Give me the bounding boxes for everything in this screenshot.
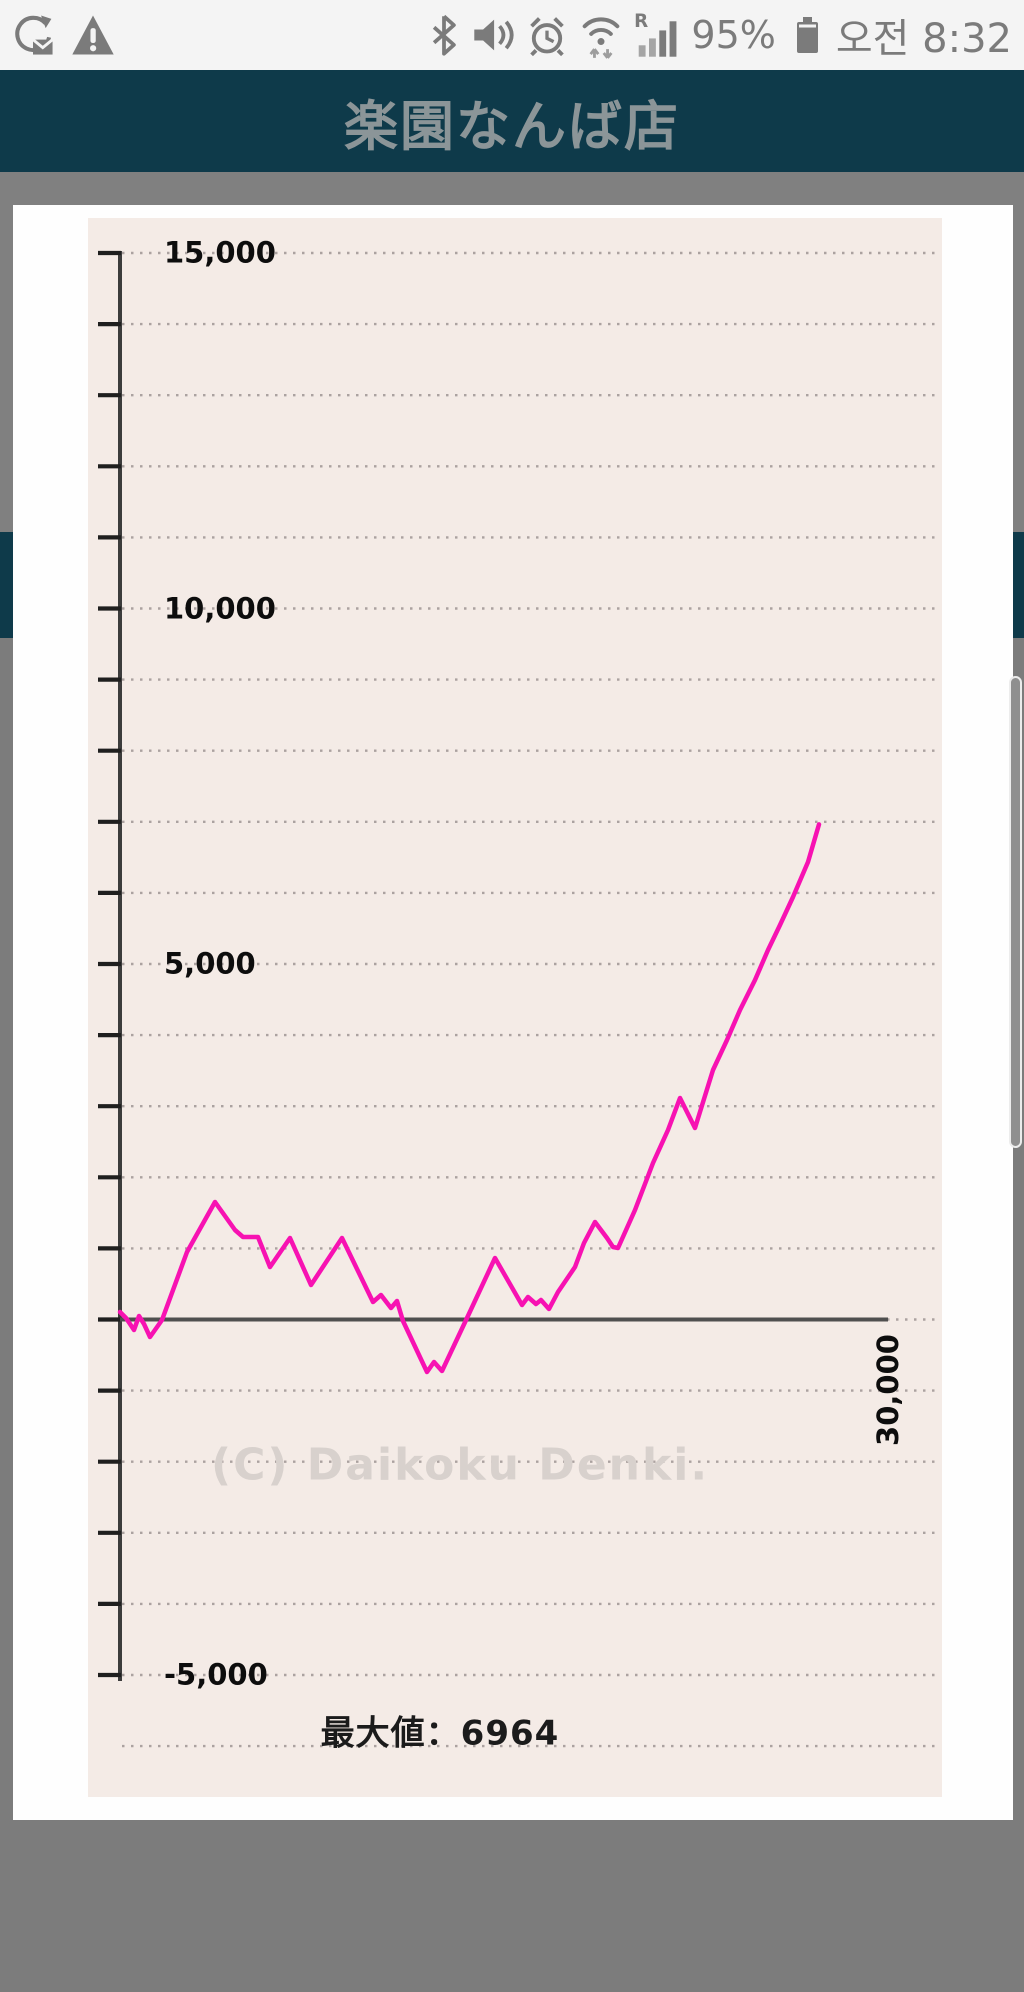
y-axis-label: 10,000 [164,590,276,625]
data-line-payout-balance [117,822,822,1375]
wifi-updown-icon [583,17,620,59]
alarm-icon [530,17,565,57]
mute-vibrate-icon [474,19,514,51]
scrollbar-thumb[interactable] [1009,676,1022,1148]
bluetooth-icon [433,14,457,56]
watermark-text: (C) Daikoku Denki. [210,1439,710,1491]
status-time: 오전 8:32 [835,16,1012,62]
app-header: 楽園なんば店 [0,70,1024,172]
roaming-letter: R [635,12,649,32]
warning-icon [72,15,114,55]
signal-roaming-icon: R [635,12,677,57]
chart-panel: (C) Daikoku Denki. 30,000 最大値：6964 15,00… [88,218,942,1797]
status-bar: R 95% 오전 8:32 [0,0,1024,70]
sync-mail-icon [15,15,54,55]
line-chart [98,250,940,1748]
max-value-label: 最大値：6964 [320,1713,560,1754]
status-bar-right: R 95% 오전 8:32 [427,6,1024,64]
y-axis-label: 5,000 [164,946,256,981]
status-bar-left [0,12,116,58]
y-axis-label: -5,000 [164,1657,268,1692]
battery-icon [796,17,818,53]
page-title: 楽園なんば店 [344,94,680,158]
battery-percent: 95% [691,13,776,57]
chart-card: (C) Daikoku Denki. 30,000 最大値：6964 15,00… [13,205,1013,1820]
y-axis-label: 15,000 [164,235,276,270]
x-axis-max-label: 30,000 [871,1333,905,1446]
